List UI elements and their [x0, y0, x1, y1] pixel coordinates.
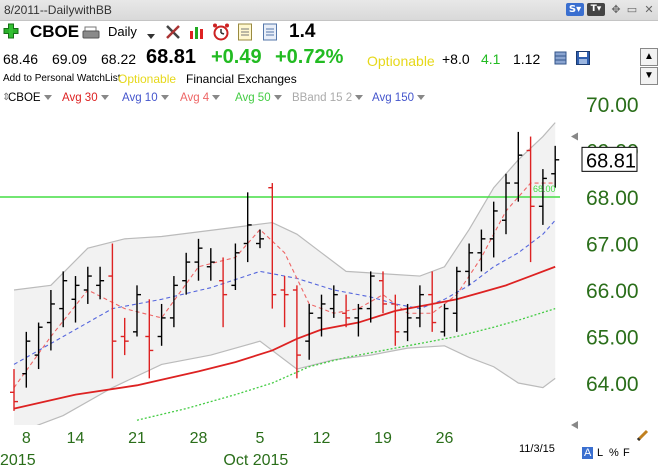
symbol-label[interactable]: CBOE — [30, 22, 80, 41]
legend-dropdown-icon[interactable] — [100, 95, 109, 101]
price-change: +0.49 — [211, 46, 262, 68]
chart-icon[interactable] — [188, 23, 206, 41]
legend-item-label: Avg 150 — [372, 92, 414, 104]
legend-item-label: BBand 15 2 — [292, 92, 353, 104]
legend-item[interactable]: Avg 50 — [235, 92, 282, 104]
industry-label[interactable]: Financial Exchanges — [186, 72, 297, 86]
save-icon[interactable] — [575, 50, 592, 67]
legend-item-label: CBOE — [8, 92, 41, 104]
legend-dropdown-icon[interactable] — [43, 95, 52, 101]
stat-value-2: 4.1 — [481, 51, 501, 67]
avg50-line — [136, 307, 556, 421]
window-title-bar: 8/2011--DailywithBB S▾ T▾ ✥ ▭ ✕ — [0, 0, 658, 21]
legend-dropdown-icon[interactable] — [417, 95, 425, 101]
high-value: 69.09 — [52, 51, 88, 67]
add-icon[interactable] — [3, 23, 19, 39]
legend-item[interactable]: Avg 10 — [122, 92, 169, 104]
legend-item[interactable]: Avg 30 — [62, 92, 109, 104]
legend-item-label: Avg 50 — [235, 92, 271, 104]
optionable-badge: Optionable — [367, 53, 435, 69]
legend-dropdown-icon[interactable] — [160, 95, 169, 101]
bollinger-lower-line — [36, 340, 556, 425]
move-icon[interactable]: ✥ — [611, 3, 621, 16]
log-scale-button[interactable]: L — [597, 447, 604, 459]
fit-button[interactable]: F — [623, 447, 630, 459]
pencil-icon[interactable] — [636, 428, 650, 442]
indicator-legend: CBOE Avg 30 Avg 10 Avg 4 Avg 50 BBand 15 2 Avg… — [0, 90, 658, 108]
legend-item-label: Avg 30 — [62, 92, 98, 104]
print-icon[interactable] — [82, 26, 100, 40]
y-axis-tick-label: 68.00 — [586, 187, 639, 210]
horizontal-line-label: 68.00 — [533, 184, 556, 194]
y-axis-tick-label: 70.00 — [586, 94, 639, 117]
view-menu-icon[interactable]: T▾ — [587, 3, 605, 16]
legend-item[interactable]: CBOE — [8, 92, 52, 104]
x-axis-tick-label: 28 — [190, 430, 208, 447]
legend-item-label: Avg 4 — [180, 92, 210, 104]
plot-area — [0, 122, 560, 425]
stat-value-3: 1.12 — [513, 51, 541, 67]
last-price-label: 68.81 — [586, 150, 636, 172]
add-to-watchlist-link[interactable]: Add to Personal WatchList — [3, 73, 121, 84]
x-axis-tick-label: 21 — [128, 430, 146, 447]
legend-item[interactable]: BBand 15 2 — [292, 92, 364, 104]
y-axis-tick-label: 65.00 — [586, 327, 639, 350]
footer-date: 11/3/15 — [519, 443, 555, 455]
avg30-line — [13, 265, 556, 410]
last-price: 68.81 — [146, 46, 197, 68]
percent-scale-button[interactable]: % — [609, 447, 619, 459]
y-axis-tick-label: 64.00 — [586, 373, 639, 396]
x-axis-tick-label: 26 — [436, 430, 454, 447]
last-price-box — [581, 146, 638, 172]
x-axis-month-label: 2015 — [0, 452, 36, 469]
y-axis-tick-label: 66.00 — [586, 280, 639, 303]
tools-icon[interactable] — [164, 23, 182, 41]
period-dropdown-icon[interactable] — [144, 28, 155, 46]
alarm-clock-icon[interactable] — [212, 22, 230, 41]
share-icon[interactable]: S▾ — [566, 3, 584, 16]
y-axis-tick-label: 67.00 — [586, 234, 639, 257]
database-icon[interactable] — [553, 50, 569, 67]
scale-arrow-up-icon — [571, 132, 578, 141]
legend-item[interactable]: Avg 150 — [372, 92, 425, 104]
scroll-up-icon[interactable]: ▲ — [640, 48, 658, 66]
x-axis-tick-label: 14 — [67, 430, 85, 447]
toolbar-value: 1.4 — [289, 21, 316, 42]
stat-value-1: +8.0 — [442, 51, 470, 67]
period-select[interactable]: Daily — [108, 24, 137, 39]
auto-scale-button[interactable]: A — [582, 447, 594, 459]
toolbar: CBOE Daily 1.4 — [0, 20, 658, 45]
price-change-percent: +0.72% — [275, 46, 344, 68]
legend-dropdown-icon[interactable] — [273, 95, 282, 101]
legend-dropdown-icon[interactable] — [212, 95, 221, 101]
window-title: 8/2011--DailywithBB — [4, 3, 112, 17]
legend-expand-icon[interactable]: ⇕ — [2, 92, 11, 103]
x-axis-tick-label: 5 — [256, 430, 265, 447]
legend-dropdown-icon[interactable] — [355, 95, 364, 101]
x-axis-tick-label: 19 — [374, 430, 392, 447]
scale-arrow-down-icon — [571, 421, 578, 429]
x-axis-tick-label: 8 — [22, 430, 31, 447]
document-icon[interactable] — [262, 22, 278, 41]
low-value: 68.22 — [101, 51, 137, 67]
close-icon[interactable]: ✕ — [644, 3, 654, 16]
notes-icon[interactable] — [237, 22, 253, 41]
x-axis-tick-label: 12 — [313, 430, 331, 447]
bollinger-upper-line — [13, 122, 556, 291]
minimize-icon[interactable]: ▭ — [626, 3, 638, 16]
optionable-label: Optionable — [118, 72, 177, 86]
legend-item[interactable]: Avg 4 — [180, 92, 221, 104]
x-axis-month-label: Oct 2015 — [223, 452, 288, 469]
legend-item-label: Avg 10 — [122, 92, 158, 104]
open-value: 68.46 — [3, 51, 39, 67]
